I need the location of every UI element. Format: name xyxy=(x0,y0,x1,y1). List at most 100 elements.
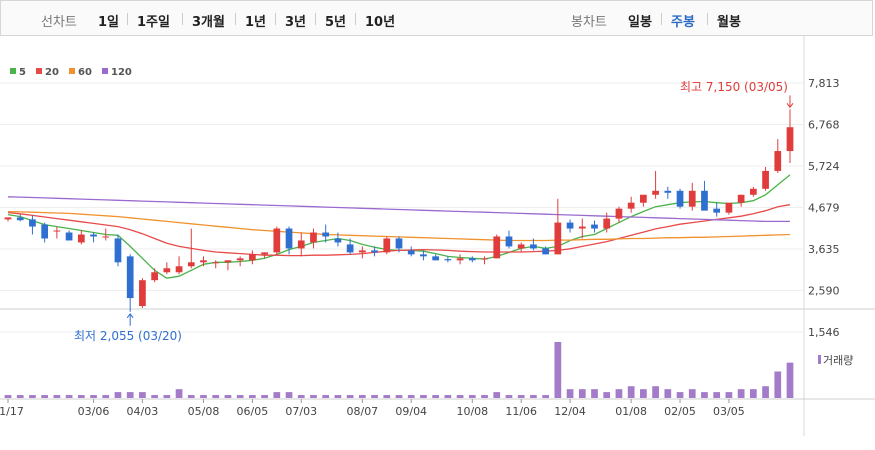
candle-body xyxy=(603,218,611,229)
period-1y-button[interactable]: 1년 xyxy=(245,15,267,30)
volume-bar xyxy=(285,392,293,398)
separator xyxy=(127,13,128,25)
candle-body xyxy=(786,127,794,152)
volume-bars xyxy=(4,342,821,398)
volume-bar xyxy=(725,392,733,398)
x-tick-label: 06/05 xyxy=(237,405,269,418)
candle-body xyxy=(749,188,757,195)
y-tick-label: 6,768 xyxy=(808,119,840,132)
candle-body xyxy=(249,254,256,261)
volume-bar xyxy=(786,362,794,398)
period-1w-button[interactable]: 1주일 xyxy=(137,15,170,30)
candle-weekly-button[interactable]: 주봉 xyxy=(671,15,695,30)
volume-bar xyxy=(4,395,12,398)
y-tick-label: 2,590 xyxy=(808,285,840,298)
candle-body xyxy=(725,202,733,213)
ma-120-line xyxy=(7,196,790,223)
candle-body xyxy=(407,250,415,255)
volume-bar xyxy=(517,395,525,398)
period-5y-button[interactable]: 5년 xyxy=(325,15,347,30)
candle-daily-button[interactable]: 일봉 xyxy=(628,15,652,30)
moving-averages xyxy=(7,174,791,279)
volume-bar xyxy=(249,395,256,398)
volume-bar xyxy=(456,395,464,398)
candle-body xyxy=(456,258,464,261)
candle-body xyxy=(762,170,769,189)
candle-body xyxy=(200,260,207,263)
volume-bar xyxy=(627,386,635,398)
volume-bar xyxy=(493,392,501,398)
candle-body xyxy=(151,272,158,281)
candle-body xyxy=(615,208,623,219)
separator xyxy=(275,13,276,25)
volume-bar xyxy=(407,395,415,398)
x-tick-label: 05/08 xyxy=(188,405,220,418)
period-3y-button[interactable]: 3년 xyxy=(285,15,307,30)
candle-body xyxy=(163,268,171,273)
volume-bar xyxy=(224,395,232,398)
candle-body xyxy=(212,262,220,264)
x-axis: 01/17 03/06 04/03 05/08 06/05 07/03 08/07 09/04… xyxy=(0,399,745,418)
candle-body xyxy=(444,259,452,261)
volume-bar xyxy=(554,342,562,398)
period-3m-button[interactable]: 3개월 xyxy=(192,15,225,30)
volume-bar xyxy=(578,389,586,398)
candle-body xyxy=(187,262,195,267)
volume-bar xyxy=(139,392,146,398)
volume-bar xyxy=(90,395,97,398)
candle-body xyxy=(554,222,562,255)
period-10y-button[interactable]: 10년 xyxy=(365,15,396,30)
volume-bar xyxy=(749,389,757,398)
candle-body xyxy=(102,236,110,238)
x-tick-label: 01/17 xyxy=(0,405,24,418)
separator xyxy=(661,13,662,25)
legend-label: 20 xyxy=(45,67,59,78)
high-annotation: 최고 7,150 (03/05) xyxy=(680,80,788,94)
volume-bar xyxy=(297,395,305,398)
candle-body xyxy=(90,234,97,237)
period-1d-button[interactable]: 1일 xyxy=(98,15,120,30)
volume-bar xyxy=(762,386,769,398)
volume-bar xyxy=(346,395,354,398)
candle-body xyxy=(652,190,659,195)
candle-body xyxy=(688,190,696,207)
legend-swatch xyxy=(69,68,75,74)
volume-bar xyxy=(151,395,158,398)
grid xyxy=(0,36,875,436)
volume-bar xyxy=(187,395,195,398)
candle-chart-label: 봉차트 xyxy=(571,15,607,30)
volume-bar xyxy=(542,395,549,398)
volume-bar xyxy=(395,395,403,398)
volume-bar xyxy=(737,389,745,398)
candle-body xyxy=(566,222,574,229)
volume-bar xyxy=(664,389,672,398)
volume-bar xyxy=(432,395,440,398)
y-tick-label: 7,813 xyxy=(808,77,840,90)
volume-bar xyxy=(358,395,366,398)
x-tick-label: 11/06 xyxy=(505,405,537,418)
volume-bar xyxy=(468,395,476,398)
legend-swatch xyxy=(102,68,108,74)
volume-bar xyxy=(310,395,317,398)
volume-bar xyxy=(29,395,36,398)
volume-bar xyxy=(591,389,598,398)
price-chart: 5 20 60 120 7,813 6,768 5,724 4,679 3,635 2,590 1… xyxy=(0,36,875,436)
candle-body xyxy=(505,236,513,247)
candle-body xyxy=(297,240,305,249)
x-tick-label: 10/08 xyxy=(456,405,488,418)
volume-bar xyxy=(102,395,110,398)
candle-monthly-button[interactable]: 월봉 xyxy=(717,15,741,30)
volume-bar xyxy=(566,389,574,398)
separator xyxy=(355,13,356,25)
candle-body xyxy=(664,190,672,193)
candle-body xyxy=(114,238,122,263)
ma-5-line xyxy=(7,174,791,279)
candle-body xyxy=(713,208,721,213)
candle-body xyxy=(322,232,330,237)
candle-body xyxy=(29,219,36,227)
volume-bar xyxy=(701,392,708,398)
candle-body xyxy=(334,238,342,243)
candle-body xyxy=(420,254,427,257)
candle-body xyxy=(591,224,598,229)
volume-bar xyxy=(774,371,782,398)
